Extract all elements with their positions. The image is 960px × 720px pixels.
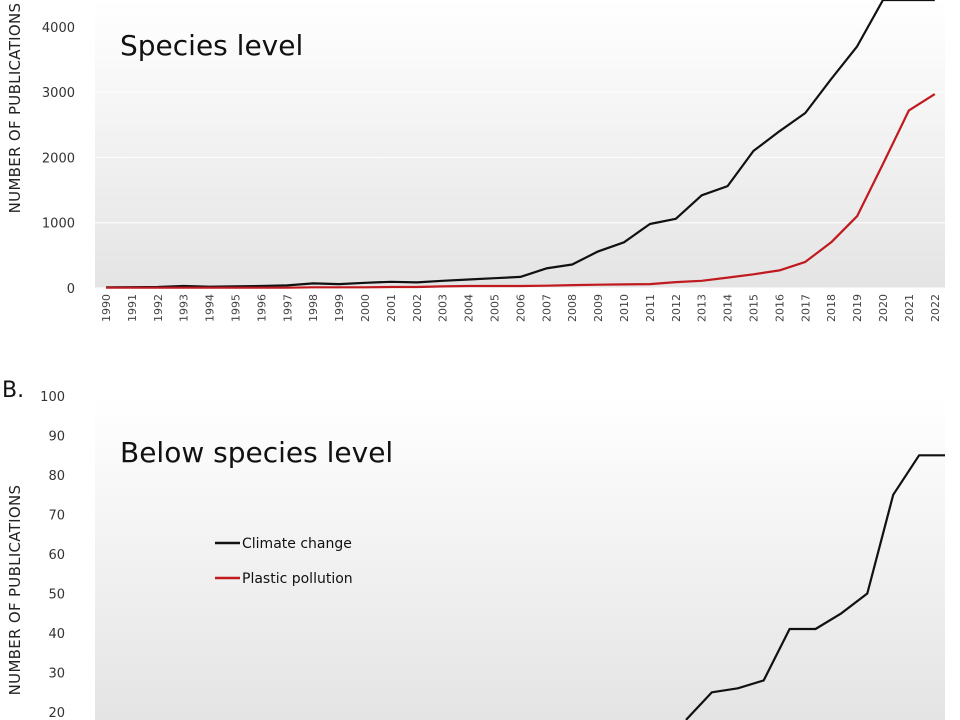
x-tick-label: 1992 (152, 294, 165, 322)
y-tick-label: 0 (67, 282, 75, 297)
x-tick-label: 2000 (359, 294, 372, 322)
y-tick-label: 60 (48, 548, 65, 563)
y-tick-label: 80 (48, 469, 65, 484)
y-tick-label: 3000 (42, 86, 75, 101)
legend-label-plastic-pollution: Plastic pollution (242, 571, 353, 587)
series-a (105, 0, 936, 289)
x-tick-label: 2018 (825, 294, 838, 322)
plot-area-b (95, 395, 945, 720)
y-tick-label: 20 (48, 706, 65, 720)
panel-b-title: Below species level (120, 436, 393, 469)
legend-label-climate-change: Climate change (242, 536, 352, 552)
x-tick-label: 2017 (799, 294, 812, 322)
x-tick-label: 2004 (463, 294, 476, 322)
y-tick-label: 40 (48, 627, 65, 642)
series-line-climate-change (105, 0, 935, 289)
x-tick-label: 2002 (411, 294, 424, 322)
x-tick-label: 2013 (696, 294, 709, 322)
x-tick-label: 2021 (903, 294, 916, 322)
x-tick-label: 2009 (592, 294, 605, 322)
y-tick-label: 30 (48, 667, 65, 682)
x-tick-label: 2012 (670, 294, 683, 322)
y-ticks-b: 20 30 40 50 60 70 80 90 100 (40, 390, 65, 720)
x-tick-label: 1999 (333, 294, 346, 322)
x-tick-label: 2006 (514, 294, 527, 322)
x-ticks-a: 1990 1991 1992 1993 1994 1995 1996 1997 1998 1999… (100, 294, 942, 322)
series-line-plastic-pollution (106, 93, 936, 289)
y-tick-label: 100 (40, 390, 65, 405)
x-tick-label: 2022 (929, 294, 942, 322)
x-tick-label: 2011 (644, 294, 657, 322)
panel-b-label: B. (2, 378, 24, 403)
x-tick-label: 2020 (877, 294, 890, 322)
x-tick-label: 1996 (255, 294, 268, 322)
y-tick-label: 50 (48, 588, 65, 603)
x-tick-label: 2008 (566, 294, 579, 322)
y-tick-label: 4000 (42, 21, 75, 36)
panel-a-title: Species level (120, 29, 303, 62)
y-ticks-a: 0 1000 2000 3000 4000 (42, 21, 75, 297)
y-tick-label: 70 (48, 509, 65, 524)
legend: Climate change Plastic pollution (215, 536, 353, 587)
x-tick-label: 1995 (230, 294, 243, 322)
x-tick-label: 1990 (100, 294, 113, 322)
x-tick-label: 2019 (851, 294, 864, 322)
x-tick-label: 1994 (204, 294, 217, 322)
x-tick-label: 2014 (722, 294, 735, 322)
y-tick-label: 1000 (42, 217, 75, 232)
x-tick-label: 2010 (618, 294, 631, 322)
x-tick-label: 2003 (437, 294, 450, 322)
x-tick-label: 2015 (748, 294, 761, 322)
series-b (685, 454, 945, 720)
plot-area-a (95, 0, 945, 288)
x-tick-label: 2005 (489, 294, 502, 322)
x-tick-label: 1991 (126, 294, 139, 322)
y-axis-label-a: NUMBER OF PUBLICATIONS (6, 3, 24, 214)
x-tick-label: 1998 (307, 294, 320, 322)
x-tick-label: 2016 (773, 294, 786, 322)
series-line-climate-change (685, 454, 945, 720)
x-tick-label: 1997 (281, 294, 294, 322)
y-axis-label-b: NUMBER OF PUBLICATIONS (6, 485, 24, 696)
y-tick-label: 2000 (42, 151, 75, 166)
x-tick-label: 1993 (178, 294, 191, 322)
x-tick-label: 2007 (540, 294, 553, 322)
x-tick-label: 2001 (385, 294, 398, 322)
panel-b: 20 30 40 50 60 70 80 90 100 B. NUMBER OF PUBLICA… (2, 378, 945, 720)
y-tick-label: 90 (48, 430, 65, 445)
